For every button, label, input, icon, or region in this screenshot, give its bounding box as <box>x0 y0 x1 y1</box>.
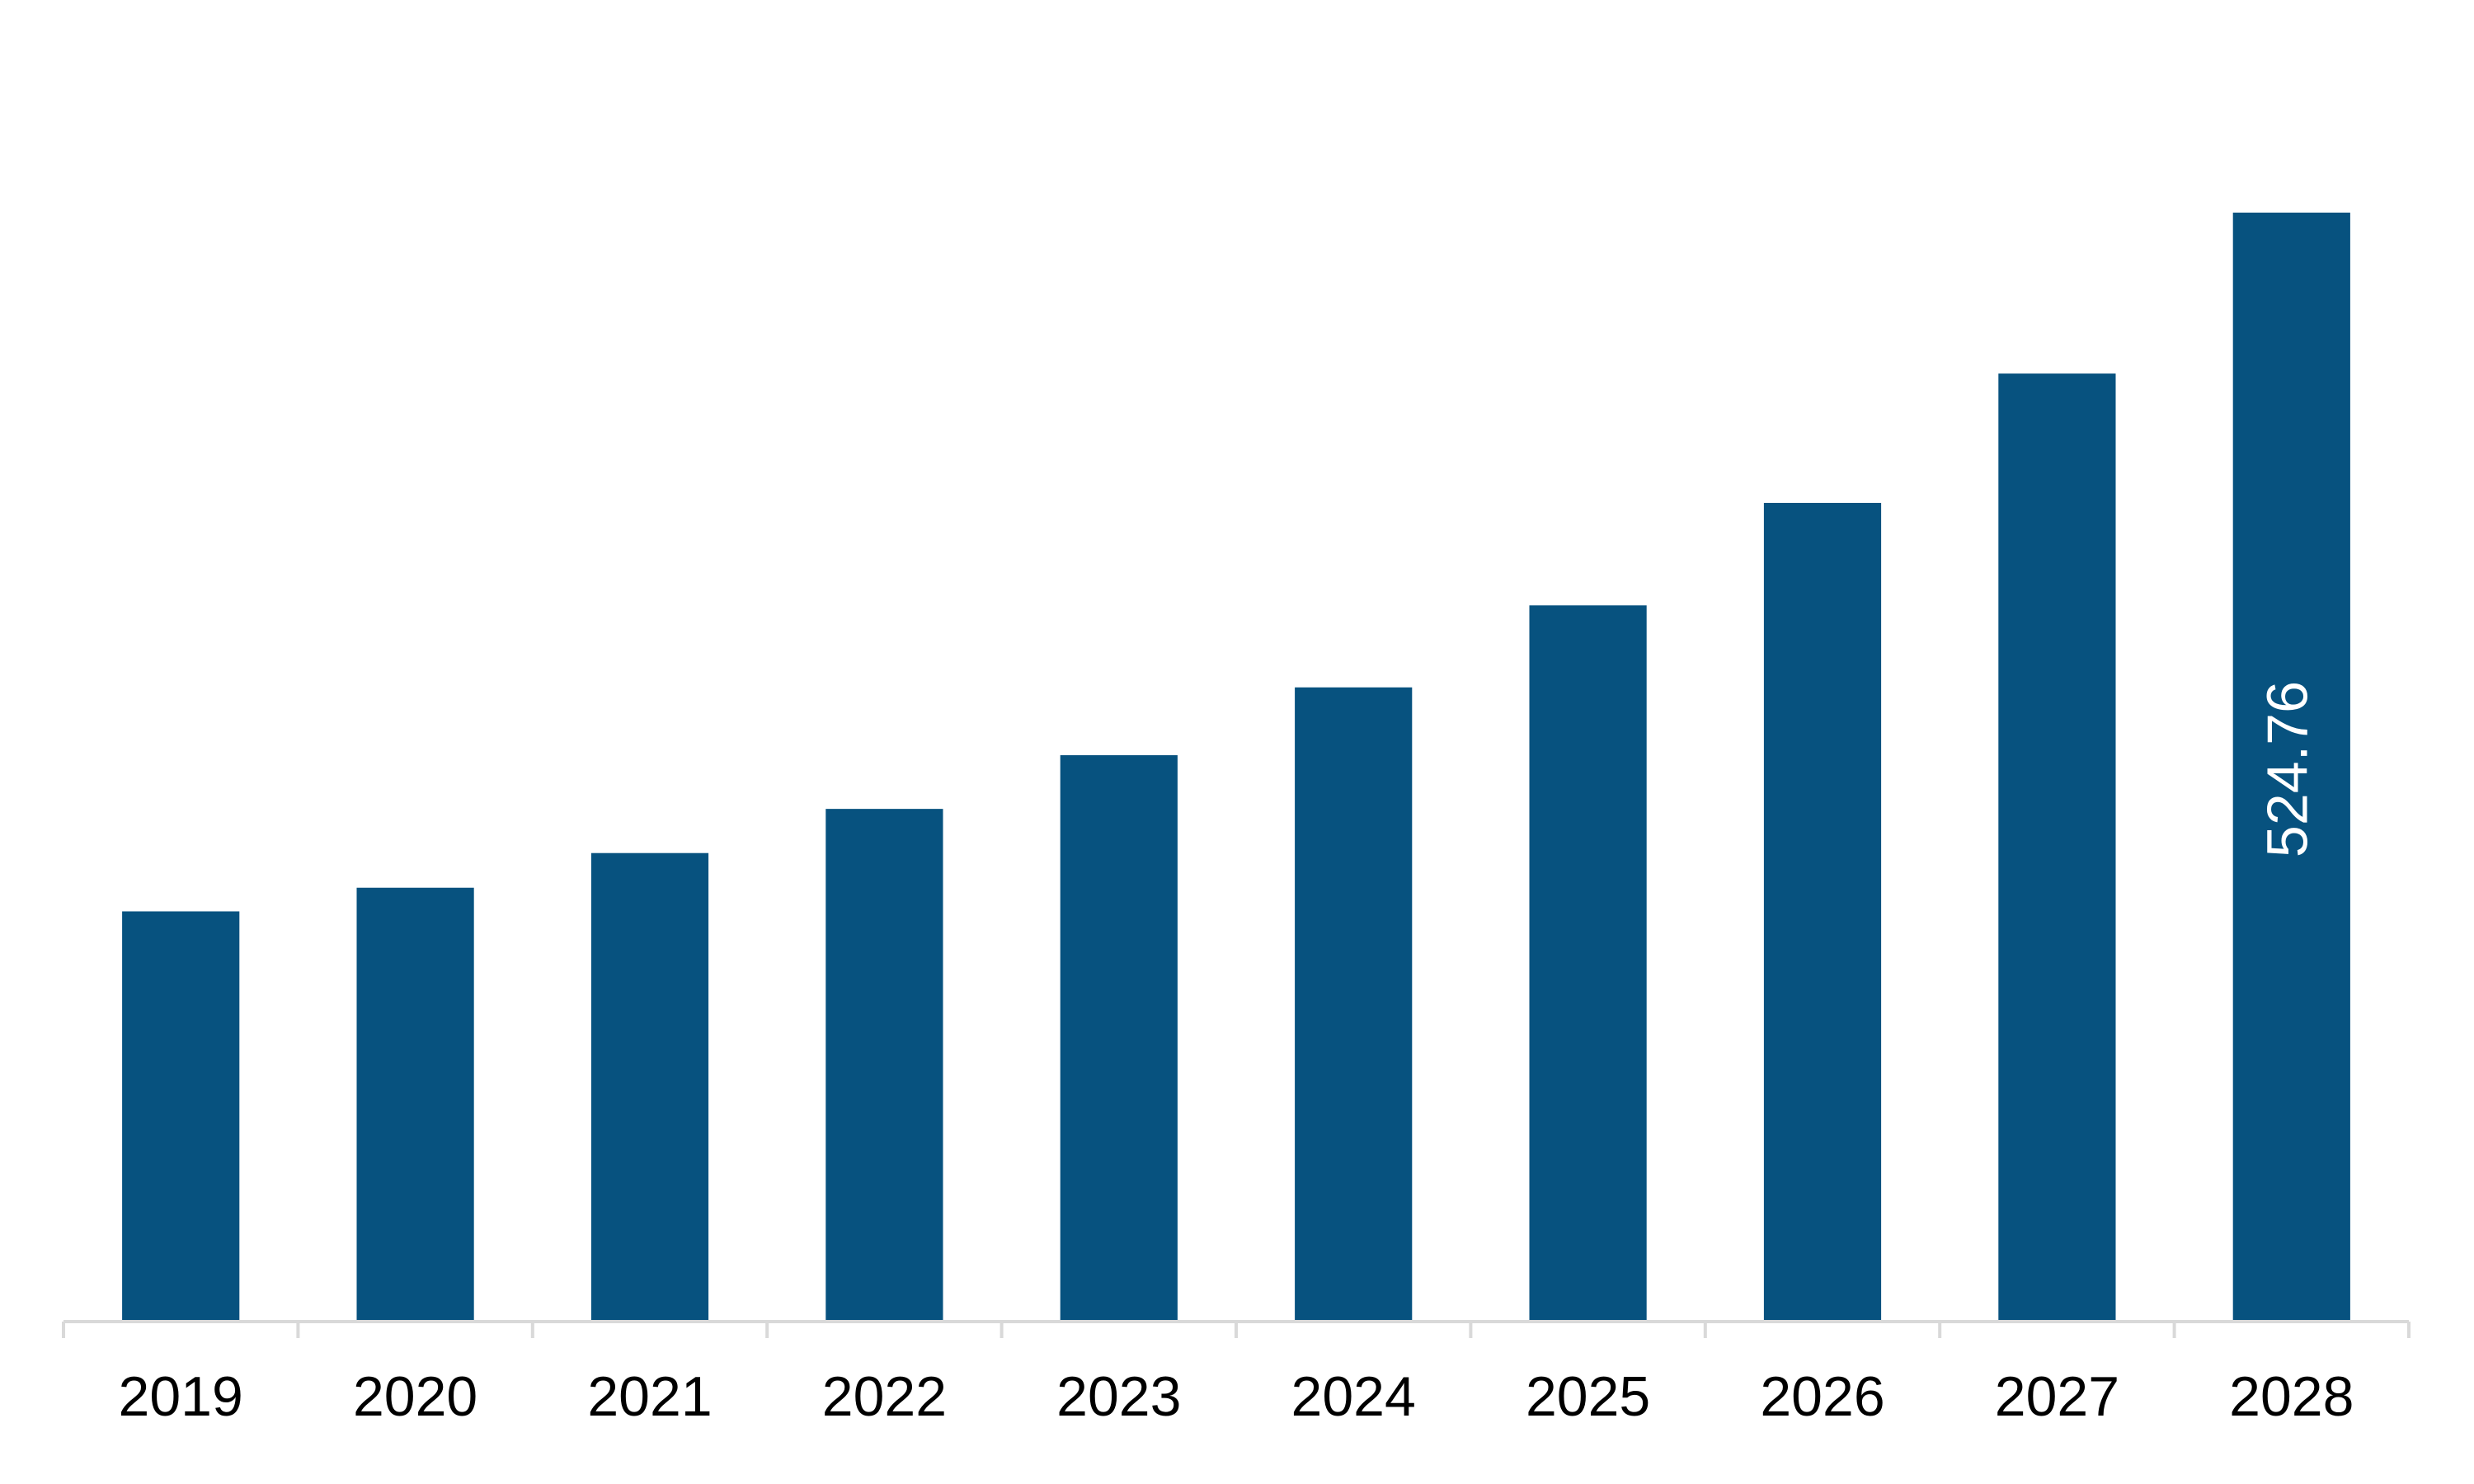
bar <box>1998 373 2116 1322</box>
x-tick-label: 2025 <box>1526 1365 1650 1428</box>
bar <box>825 809 943 1322</box>
bar <box>1529 605 1647 1322</box>
x-tick-label: 2020 <box>353 1365 477 1428</box>
bar <box>2232 212 2350 1322</box>
bar <box>1763 502 1882 1322</box>
x-tick-label: 2021 <box>587 1365 712 1428</box>
x-tick-label: 2028 <box>2229 1365 2354 1428</box>
value-label: 524.76 <box>2255 681 2319 857</box>
x-tick-label: 2026 <box>1760 1365 1884 1428</box>
x-tick-label: 2023 <box>1056 1365 1181 1428</box>
bar <box>356 887 474 1322</box>
x-tick-label: 2019 <box>119 1365 243 1428</box>
bar <box>1060 755 1178 1322</box>
bar <box>1295 687 1413 1322</box>
bar <box>590 852 709 1322</box>
bar <box>122 911 240 1322</box>
x-tick-label: 2027 <box>1995 1365 2119 1428</box>
x-tick-label: 2022 <box>822 1365 947 1428</box>
x-tick-label: 2024 <box>1291 1365 1416 1428</box>
